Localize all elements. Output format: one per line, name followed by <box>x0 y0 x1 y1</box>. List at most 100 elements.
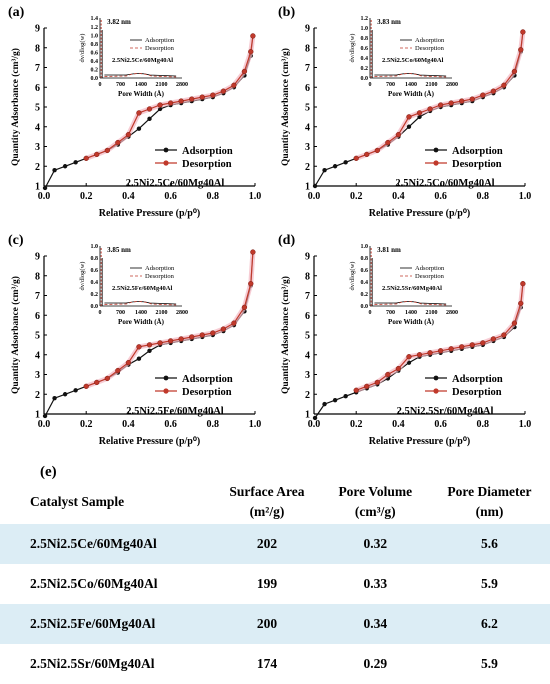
sample-name: 2.5Ni2.5Co/60Mg40Al <box>395 178 494 189</box>
inset-adsorption-curve <box>104 73 177 77</box>
inset-x-tick-label: 700 <box>386 82 395 88</box>
legend-adsorption-label: Adsorption <box>452 146 503 157</box>
desorption-point <box>231 320 237 326</box>
x-tick-label: 0.2 <box>80 191 93 202</box>
inset-y-axis-label: dv/dlog(w) <box>349 262 356 291</box>
adsorption-point <box>73 388 78 393</box>
inset-y-axis-label: dv/dlog(w) <box>79 34 86 63</box>
y-tick-label: 6 <box>305 83 310 94</box>
legend-adsorption-marker <box>163 147 169 153</box>
x-axis-label: Relative Pressure (p/p⁰) <box>369 436 470 447</box>
desorption-point <box>406 354 412 360</box>
y-tick-label: 7 <box>35 63 40 74</box>
inset-x-tick-label: 700 <box>116 310 125 316</box>
desorption-point <box>501 332 507 338</box>
adsorption-point <box>42 185 48 191</box>
desorption-point <box>469 96 475 102</box>
desorption-point <box>511 320 518 326</box>
inset-legend-adsorption-label: Adsorption <box>415 265 445 272</box>
desorption-point <box>125 132 132 138</box>
desorption-point <box>469 342 475 348</box>
cell-sample: 2.5Ni2.5Fe/60Mg40Al <box>0 604 213 644</box>
x-tick-label: 0.0 <box>308 419 321 430</box>
table-row: 2.5Ni2.5Fe/60Mg40Al 200 0.34 6.2 <box>0 604 550 644</box>
isotherm-charts: (a) 1 2 3 4 5 6 7 8 9 0.0 0.2 0.4 0.6 0.8 1.0 Relative P… <box>8 5 532 447</box>
adsorption-point <box>312 415 318 421</box>
chart-panel-c: (c) 1 2 3 4 5 6 7 8 9 0.0 0.2 0.4 0.6 0.8 1.0 Relative P… <box>8 233 261 447</box>
inset-peak-label: 3.82 nm <box>107 18 131 26</box>
y-tick-label: 6 <box>35 311 40 322</box>
inset-x-tick-label: 0 <box>99 82 102 88</box>
inset-y-tick-label: 0.8 <box>361 36 369 42</box>
legend-desorption-label: Desorption <box>452 159 502 170</box>
y-tick-label: 9 <box>305 252 310 263</box>
adsorption-point <box>147 116 152 122</box>
adsorption-point <box>62 392 68 397</box>
cell-pore-volume: 0.32 <box>321 524 429 564</box>
chart-panel-a: (a) 1 2 3 4 5 6 7 8 9 0.0 0.2 0.4 0.6 0.8 1.0 Relative P… <box>8 5 261 219</box>
col-header-sample-label: Catalyst Sample <box>30 494 125 509</box>
col-header-pore-volume-unit: (cm³/g) <box>354 504 396 519</box>
inset-adsorption-curve <box>104 301 177 305</box>
cell-pore-diameter: 5.6 <box>428 524 550 564</box>
inset-y-tick-label: 0.4 <box>91 280 99 286</box>
inset-x-tick-label: 1400 <box>135 82 147 88</box>
desorption-point <box>178 98 184 104</box>
inset-x-tick-label: 2100 <box>426 82 438 88</box>
desorption-point <box>248 49 254 55</box>
y-tick-label: 7 <box>305 63 310 74</box>
col-header-pore-diameter: Pore Diameter (nm) <box>429 480 550 524</box>
y-tick-label: 1 <box>305 410 310 421</box>
inset-y-tick-label: 0.6 <box>361 268 369 274</box>
desorption-point <box>501 82 507 88</box>
x-tick-label: 0.8 <box>207 191 220 202</box>
panel-tag: (a) <box>8 5 25 20</box>
desorption-point <box>374 147 380 154</box>
desorption-point <box>518 300 524 307</box>
y-tick-label: 5 <box>305 103 310 114</box>
inset-legend-adsorption-label: Adsorption <box>415 37 445 44</box>
table-row: 2.5Ni2.5Co/60Mg40Al 199 0.33 5.9 <box>0 564 550 604</box>
col-header-surface-area-unit: (m²/g) <box>249 504 285 519</box>
y-tick-label: 2 <box>305 162 310 173</box>
inset-sample-name: 2.5Ni2.5Co/60Mg40Al <box>382 57 444 64</box>
y-tick-label: 3 <box>305 370 310 381</box>
table-row: 2.5Ni2.5Ce/60Mg40Al 202 0.32 5.6 <box>0 524 550 564</box>
inset-legend-desorption-label: Desorption <box>415 45 445 52</box>
x-tick-label: 1.0 <box>519 191 532 202</box>
desorption-point <box>167 100 174 106</box>
desorption-point <box>94 151 100 158</box>
adsorption-point <box>406 124 412 129</box>
inset-x-tick-label: 2100 <box>156 310 168 316</box>
inset-y-tick-label: 0.2 <box>91 292 99 298</box>
y-tick-label: 3 <box>305 142 310 153</box>
x-tick-label: 0.4 <box>392 419 405 430</box>
x-tick-label: 0.0 <box>38 419 51 430</box>
y-tick-label: 9 <box>35 24 40 35</box>
x-axis-label: Relative Pressure (p/p⁰) <box>99 436 200 447</box>
inset-y-tick-label: 1.0 <box>361 26 369 32</box>
inset-x-tick-label: 2800 <box>446 310 458 316</box>
y-tick-label: 4 <box>35 122 40 133</box>
inset-sample-name: 2.5Ni2.5Fe/60Mg40Al <box>112 285 172 292</box>
x-tick-label: 0.8 <box>477 191 490 202</box>
adsorption-point <box>42 413 48 419</box>
cell-pore-volume: 0.33 <box>363 576 388 591</box>
desorption-point <box>146 342 153 348</box>
desorption-point <box>395 132 402 138</box>
legend-desorption-marker <box>433 160 439 166</box>
cell-pore-volume: 0.34 <box>321 604 429 644</box>
y-tick-label: 7 <box>305 291 310 302</box>
x-tick-label: 0.8 <box>477 419 490 430</box>
y-tick-label: 8 <box>305 271 310 282</box>
desorption-point <box>231 82 237 88</box>
inset-sample-name: 2.5Ni2.5Sr/60Mg40Al <box>382 285 442 292</box>
inset-x-tick-label: 2800 <box>176 82 188 88</box>
x-tick-label: 0.0 <box>38 191 51 202</box>
y-tick-label: 1 <box>305 182 310 193</box>
inset-legend-desorption-label: Desorption <box>145 273 175 280</box>
inset-y-tick-label: 0.2 <box>361 292 369 298</box>
desorption-point <box>520 29 526 35</box>
adsorption-point <box>52 168 57 173</box>
adsorption-point <box>343 160 348 165</box>
